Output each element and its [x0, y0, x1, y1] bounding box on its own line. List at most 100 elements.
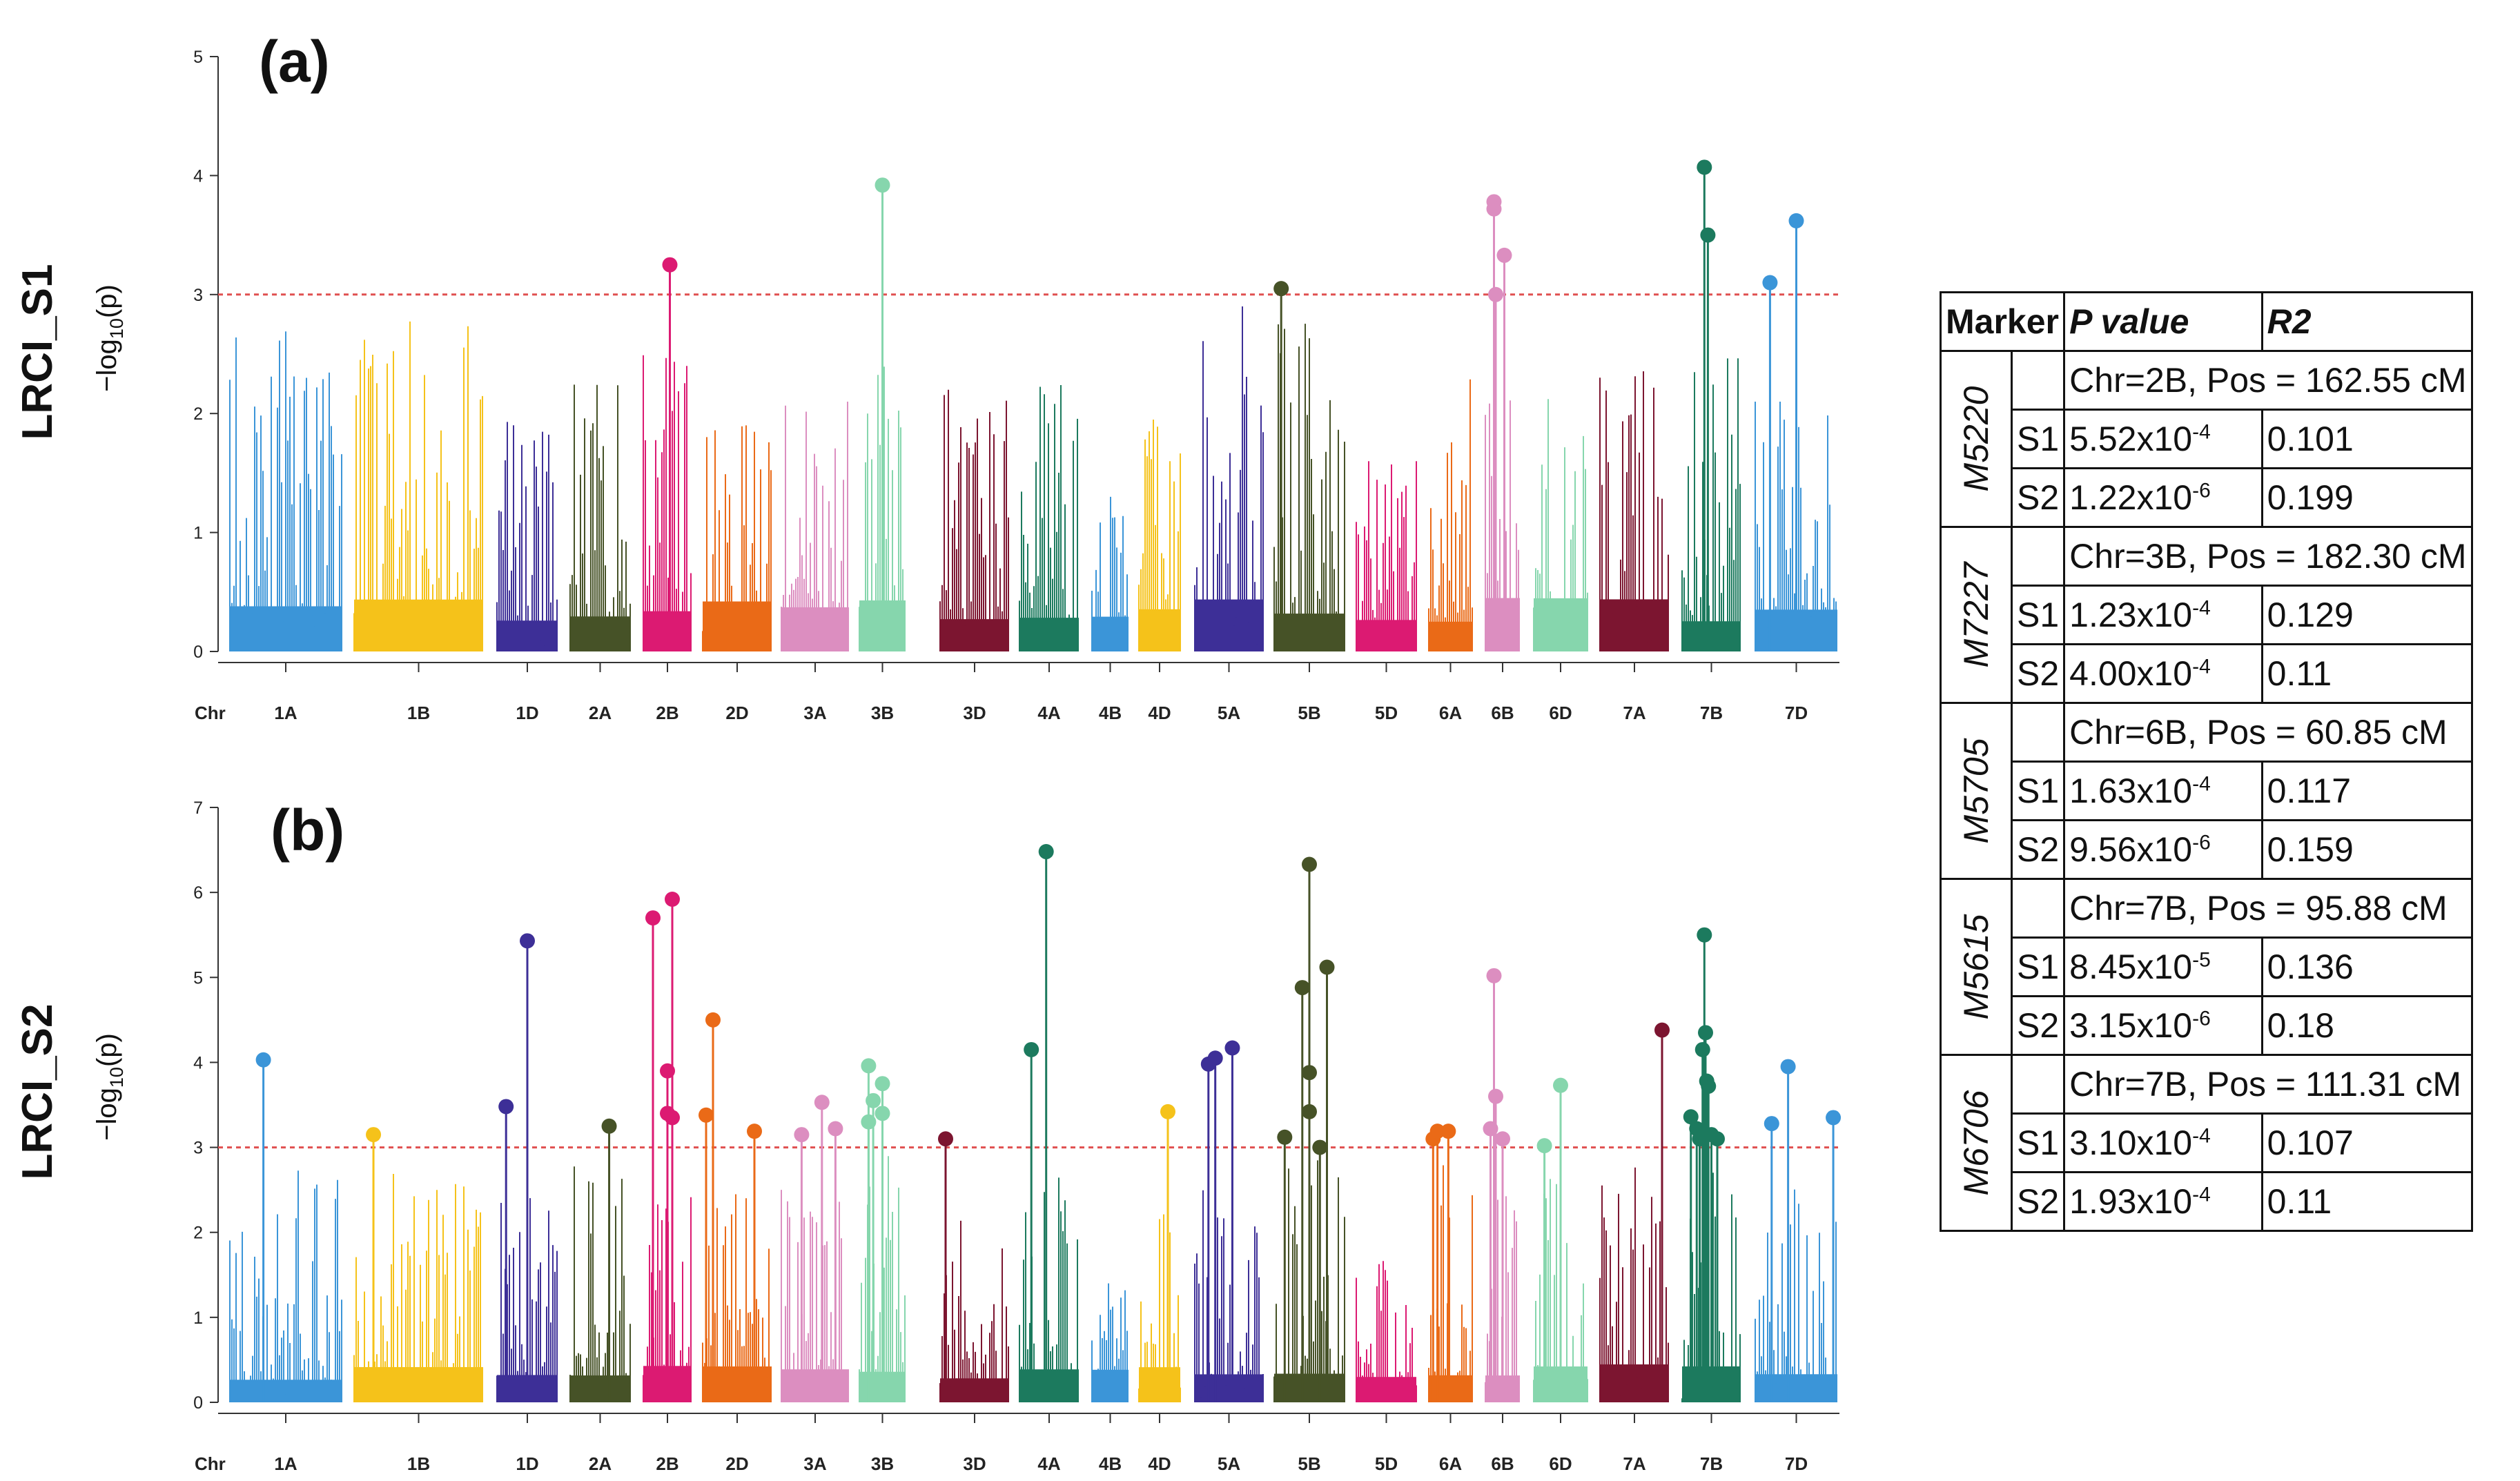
table-row: M5220 Chr=2B, Pos = 162.55 cM [1940, 350, 2473, 528]
empty-cell [2010, 526, 2066, 587]
marker-base-band [1195, 599, 1263, 651]
chromosome-bars-4a [1019, 385, 1079, 651]
marker-location: Chr=2B, Pos = 162.55 cM [2063, 350, 2473, 411]
significant-point [662, 257, 678, 273]
chromosome-label-7d: 7D [1785, 1453, 1808, 1474]
marker-spikes [939, 1220, 1009, 1402]
season-cell: S1 [2010, 1112, 2066, 1173]
marker-spikes [1138, 1214, 1181, 1402]
marker-name: M5705 [1957, 738, 1995, 844]
panel-a: (a) LRCI_S1 −log10(p) Chr 0 1 2 3 4 5 1A 1B 1D 2A… [14, 29, 1839, 723]
significant-point [1273, 281, 1289, 297]
chromosome-label-4a: 4A [1037, 703, 1060, 723]
marker-name: M5220 [1957, 386, 1995, 492]
season-cell: S2 [2010, 819, 2066, 880]
chromosome-label-1b: 1B [407, 1453, 430, 1474]
significant-point [1654, 1022, 1670, 1038]
marker-spikes [702, 425, 772, 651]
chromosome-label-3b: 3B [871, 1453, 894, 1474]
significant-point [1788, 213, 1804, 228]
r2-cell: 0.101 [2260, 409, 2473, 469]
chromosome-bars-3d [939, 389, 1009, 651]
significant-point [1553, 1077, 1568, 1093]
significant-point [1698, 1025, 1713, 1041]
significant-point [1762, 275, 1778, 291]
marker-spikes [859, 366, 906, 651]
r2-cell: 0.18 [2260, 995, 2473, 1056]
significant-point [1207, 1050, 1223, 1066]
panel-a-xlabel: Chr [195, 703, 226, 723]
r2-cell: 0.107 [2260, 1112, 2473, 1173]
p-value-cell: 8.45x10-5 [2063, 936, 2263, 997]
chromosome-bars-1a [229, 331, 342, 651]
p-value-exponent: -4 [2192, 420, 2211, 444]
panel-b-label: (b) [271, 798, 344, 863]
chromosome-label-2a: 2A [589, 1453, 612, 1474]
chromosome-label-3d: 3D [963, 1453, 986, 1474]
marker-spikes [496, 422, 558, 651]
chromosome-label-7d: 7D [1785, 703, 1808, 723]
p-value-exponent: -4 [2192, 1124, 2211, 1148]
panel-a-title: LRCI_S1 [14, 264, 61, 440]
significant-point [1700, 227, 1716, 243]
chromosome-bars-7a [1599, 371, 1669, 651]
chromosome-bars-7a [1599, 1167, 1669, 1402]
header-pvalue: P value [2063, 291, 2263, 352]
chromosome-bars-5d [1356, 1261, 1417, 1402]
chromosome-bars-5a [1194, 306, 1264, 651]
p-value-exponent: -4 [2192, 772, 2211, 796]
p-value-exponent: -6 [2192, 1007, 2211, 1030]
r2-cell: 0.159 [2260, 819, 2473, 880]
season-cell: S2 [2010, 643, 2066, 704]
marker-name-cell: M5705 [1940, 702, 2013, 880]
marker-spikes [1194, 306, 1264, 651]
chromosome-bars-4d [1138, 420, 1181, 651]
chromosome-bars-3a [781, 402, 849, 651]
significant-point [747, 1124, 762, 1139]
marker-spikes [1428, 379, 1473, 651]
p-value-cell: 5.52x10-4 [2063, 409, 2263, 469]
y-tick-label: 3 [193, 286, 203, 305]
marker-spikes [353, 1174, 483, 1402]
table-row: S1 1.23x10-4 0.129 [1941, 585, 2473, 645]
panel-b-title: LRCI_S2 [14, 1004, 61, 1180]
significant-point [665, 891, 680, 907]
marker-spikes [229, 331, 342, 651]
marker-spikes [1681, 358, 1741, 651]
p-value-cell: 9.56x10-6 [2063, 819, 2263, 880]
significant-point [601, 1118, 617, 1134]
r2-cell: 0.11 [2260, 643, 2473, 704]
chromosome-bars-6a [1428, 1165, 1473, 1402]
marker-base-band [1195, 1374, 1263, 1402]
marker-spikes [1273, 324, 1345, 651]
table-header-row: Marker P value R2 [1939, 291, 2473, 352]
chromosome-label-6a: 6A [1439, 1453, 1462, 1474]
significant-point [1488, 286, 1503, 302]
marker-name-cell: M6706 [1940, 1054, 2013, 1232]
significant-point [520, 933, 535, 949]
panel-b: (b) LRCI_S2 −log10(p) Chr 0 1 2 3 4 5 6 7 1A 1B 1D… [14, 798, 1842, 1474]
chromosome-label-4b: 4B [1099, 1453, 1122, 1474]
chromosome-bars-2b [643, 355, 692, 651]
r2-cell: 0.199 [2260, 467, 2473, 528]
significant-point [1429, 1124, 1445, 1139]
season-cell: S1 [2010, 409, 2066, 469]
chromosome-label-1d: 1D [516, 703, 538, 723]
chromosome-label-5d: 5D [1375, 703, 1398, 723]
chromosome-bars-4d [1138, 1214, 1181, 1402]
table-row: S2 1.22x10-6 0.199 [1941, 467, 2473, 528]
chromosome-label-2a: 2A [589, 703, 612, 723]
panel-b-ylabel: −log10(p) [92, 1033, 127, 1141]
chromosome-bars-7b [1681, 358, 1741, 651]
panel-b-bars [229, 1156, 1837, 1402]
marker-spikes [702, 1194, 772, 1402]
chromosome-bars-3d [939, 1220, 1009, 1402]
significant-point [1319, 959, 1335, 975]
significant-point [938, 1131, 953, 1147]
marker-base-band [1356, 1377, 1416, 1402]
marker-spikes [939, 389, 1009, 651]
panel-a-bars [229, 306, 1837, 651]
significant-point [1224, 1040, 1240, 1056]
marker-spikes [1428, 1165, 1473, 1402]
significant-point [866, 1092, 881, 1108]
